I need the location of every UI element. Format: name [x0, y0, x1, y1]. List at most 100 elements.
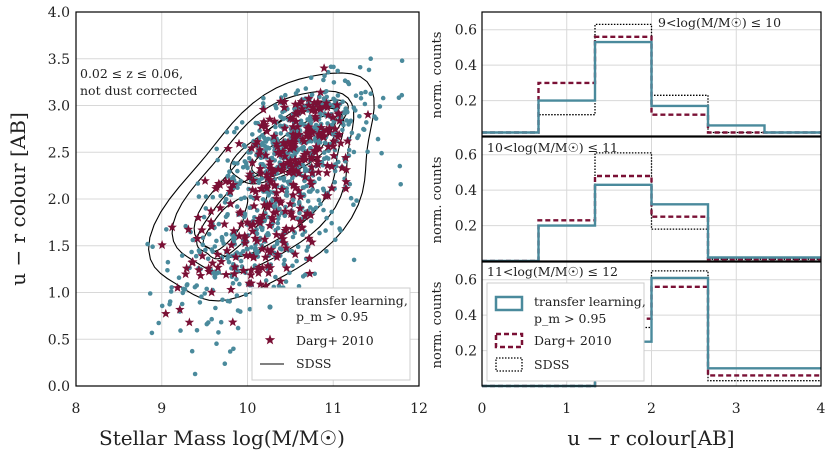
- transfer-learning-point: [358, 91, 364, 96]
- transfer-learning-point: [340, 99, 346, 104]
- darg-2010-point: [307, 237, 317, 247]
- darg-2010-point: [279, 102, 290, 112]
- darg-2010-point: [271, 139, 282, 149]
- histogram-y-tick-label: 0.4: [455, 58, 477, 74]
- darg-2010-point: [277, 230, 287, 240]
- transfer-learning-point: [242, 195, 247, 200]
- darg-2010-point: [261, 169, 272, 179]
- darg-2010-point: [226, 284, 236, 294]
- darg-2010-point: [221, 176, 231, 186]
- darg-2010-point: [250, 233, 260, 243]
- transfer-learning-point: [275, 225, 281, 231]
- darg-2010-point: [275, 276, 286, 286]
- scatter-x-axis-label: Stellar Mass log(M/M☉): [99, 426, 345, 450]
- transfer-learning-point: [237, 281, 242, 287]
- darg-2010-points: [157, 63, 373, 327]
- transfer-learning-point: [324, 215, 329, 221]
- darg-2010-point: [240, 238, 250, 248]
- scatter-y-tick-label: 1.5: [48, 239, 70, 255]
- histogram-panels: 0.2 0.4 0.6 0.2 0.4 0.6 0.2 0.4 0.6 0 1 2 3 4 9<log(M…: [430, 11, 826, 450]
- transfer-learning-point: [225, 158, 230, 163]
- histogram-panel: 0.2 0.4 0.6: [455, 11, 822, 137]
- transfer-learning-point: [201, 214, 207, 220]
- darg-2010-point: [255, 145, 265, 155]
- transfer-learning-point: [222, 361, 228, 367]
- transfer-learning-point: [308, 75, 314, 80]
- darg-2010-point: [211, 183, 221, 193]
- transfer-learning-point: [258, 162, 264, 167]
- darg-2010-point: [248, 175, 259, 185]
- transfer-learning-point: [349, 130, 355, 136]
- darg-2010-point: [263, 260, 273, 270]
- transfer-learning-point: [247, 306, 253, 312]
- darg-2010-point: [280, 206, 291, 216]
- transfer-learning-point: [265, 214, 271, 220]
- darg-2010-point: [290, 133, 300, 143]
- scatter-x-tick-label: 8: [72, 401, 81, 417]
- transfer-learning-point: [365, 149, 370, 155]
- darg-2010-point: [278, 146, 288, 156]
- transfer-learning-point: [362, 101, 368, 107]
- transfer-learning-point: [197, 249, 202, 255]
- darg-2010-point: [276, 197, 286, 207]
- histogram-frame: [481, 11, 822, 137]
- darg-2010-point: [280, 225, 290, 235]
- transfer-learning-point: [277, 176, 283, 181]
- darg-2010-point: [273, 164, 283, 174]
- darg-2010-point: [294, 157, 304, 167]
- darg-2010-point: [288, 190, 298, 200]
- scatter-y-tick-label: 1.0: [48, 286, 70, 302]
- transfer-learning-point: [147, 291, 153, 296]
- transfer-learning-point: [271, 244, 277, 249]
- darg-2010-point: [223, 143, 233, 153]
- transfer-learning-point: [397, 163, 403, 169]
- panel-2-y-label: norm. counts: [430, 157, 445, 244]
- darg-2010-point: [313, 98, 323, 108]
- transfer-learning-point: [279, 247, 284, 252]
- darg-2010-point: [290, 182, 301, 192]
- darg-2010-point: [315, 87, 326, 97]
- transfer-learning-point: [209, 316, 214, 322]
- transfer-learning-point: [325, 69, 331, 75]
- darg-2010-point: [286, 140, 296, 150]
- transfer-learning-point: [396, 95, 402, 100]
- legend-dot-marker: [267, 304, 273, 310]
- darg-2010-point: [307, 127, 318, 137]
- darg-2010-point: [215, 203, 226, 213]
- transfer-learning-point: [316, 197, 322, 203]
- darg-2010-point: [226, 183, 236, 193]
- darg-2010-point: [194, 265, 204, 275]
- transfer-learning-point: [266, 232, 271, 238]
- darg-2010-point: [279, 238, 289, 247]
- darg-2010-point: [255, 217, 265, 227]
- transfer-learning-point: [344, 109, 350, 115]
- hist-legend-transfer-label: transfer learning,: [534, 294, 646, 309]
- transfer-learning-point: [347, 119, 353, 125]
- darg-2010-point: [271, 229, 282, 239]
- transfer-learning-point: [145, 241, 150, 247]
- transfer-learning-point: [303, 166, 308, 171]
- panel-3-mass-label: 11<log(M/M☉) ≤ 12: [487, 264, 618, 279]
- transfer-learning-point: [297, 210, 302, 216]
- darg-2010-point: [337, 163, 347, 173]
- darg-2010-point: [252, 136, 263, 146]
- darg-2010-point: [341, 176, 351, 186]
- darg-2010-point: [290, 249, 300, 259]
- transfer-learning-point: [227, 349, 233, 354]
- transfer-learning-point: [335, 93, 341, 98]
- darg-2010-point: [301, 131, 312, 141]
- transfer-learning-point: [294, 150, 299, 155]
- darg-2010-point: [306, 210, 316, 220]
- hist-legend-transfer-label-2: p_m > 0.95: [534, 311, 606, 326]
- scatter-y-tick-label: 3.0: [48, 99, 70, 115]
- transfer-learning-point: [194, 283, 199, 288]
- transfer-learning-point: [212, 244, 218, 249]
- darg-2010-point: [285, 199, 295, 209]
- transfer-learning-point: [351, 149, 357, 155]
- transfer-learning-point: [357, 65, 363, 70]
- transfer-learning-point: [255, 120, 261, 126]
- darg-2010-point: [309, 97, 319, 107]
- transfer-learning-point: [308, 114, 313, 119]
- darg-2010-point: [229, 226, 239, 235]
- darg-2010-point: [274, 149, 285, 159]
